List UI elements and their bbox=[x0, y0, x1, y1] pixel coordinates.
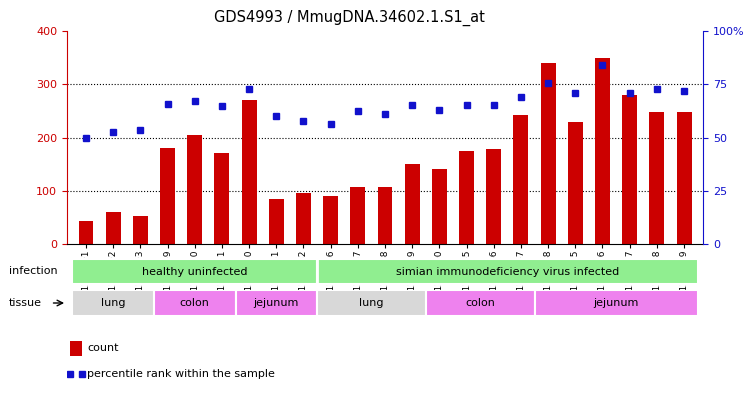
Text: colon: colon bbox=[465, 298, 495, 308]
Bar bbox=[487, 149, 501, 244]
Bar bbox=[70, 341, 82, 356]
Bar bbox=[242, 100, 257, 244]
Bar bbox=[214, 153, 229, 244]
Text: GDS4993 / MmugDNA.34602.1.S1_at: GDS4993 / MmugDNA.34602.1.S1_at bbox=[214, 10, 485, 26]
Bar bbox=[676, 112, 691, 244]
Text: jejunum: jejunum bbox=[254, 298, 299, 308]
Bar bbox=[650, 112, 664, 244]
Bar bbox=[513, 115, 528, 244]
Text: infection: infection bbox=[9, 266, 57, 276]
Bar bbox=[72, 259, 317, 285]
Bar bbox=[133, 216, 148, 244]
Bar bbox=[72, 290, 154, 316]
Bar bbox=[296, 193, 311, 244]
Bar bbox=[595, 58, 610, 244]
Bar bbox=[350, 187, 365, 244]
Bar bbox=[426, 290, 534, 316]
Text: colon: colon bbox=[180, 298, 210, 308]
Bar bbox=[79, 221, 94, 244]
Bar bbox=[377, 187, 393, 244]
Bar bbox=[432, 169, 447, 244]
Bar bbox=[154, 290, 236, 316]
Bar bbox=[459, 151, 474, 244]
Bar bbox=[160, 148, 175, 244]
Bar bbox=[317, 290, 426, 316]
Bar bbox=[622, 95, 637, 244]
Text: tissue: tissue bbox=[9, 298, 42, 308]
Bar bbox=[534, 290, 698, 316]
Bar bbox=[269, 198, 283, 244]
Text: percentile rank within the sample: percentile rank within the sample bbox=[87, 369, 275, 379]
Text: count: count bbox=[87, 343, 119, 353]
Bar bbox=[541, 63, 556, 244]
Text: jejunum: jejunum bbox=[594, 298, 639, 308]
Text: lung: lung bbox=[359, 298, 384, 308]
Bar bbox=[187, 135, 202, 244]
Bar bbox=[317, 259, 698, 285]
Bar bbox=[236, 290, 317, 316]
Text: healthy uninfected: healthy uninfected bbox=[142, 266, 248, 277]
Bar bbox=[405, 164, 420, 244]
Bar bbox=[568, 121, 583, 244]
Text: lung: lung bbox=[101, 298, 126, 308]
Text: simian immunodeficiency virus infected: simian immunodeficiency virus infected bbox=[396, 266, 619, 277]
Bar bbox=[323, 196, 338, 244]
Bar bbox=[106, 212, 121, 244]
